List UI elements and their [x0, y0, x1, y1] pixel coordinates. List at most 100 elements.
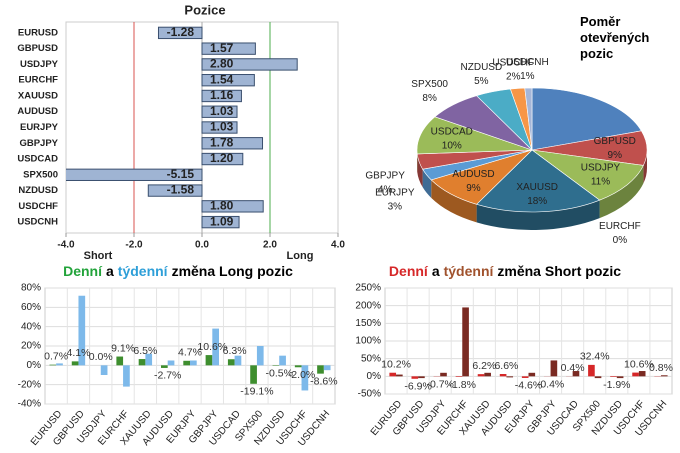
bar [157, 26, 203, 40]
x-tick-label: 2.0 [263, 240, 277, 251]
value-label: -2.7% [154, 370, 181, 382]
chart-title: Pozice [184, 2, 225, 17]
bar [201, 58, 298, 71]
y-tick-label: USDCAD [17, 154, 58, 165]
pie-value-label: 10% [442, 141, 462, 152]
bar [550, 360, 558, 377]
value-label: 10.6% [624, 358, 654, 370]
value-label: 0.7% [44, 350, 68, 362]
y-tick-label: GBPJPY [19, 138, 58, 149]
y-tick-label: 0% [367, 371, 382, 382]
pie-label: USDCNH [506, 57, 549, 68]
pie-label: EURCHF [599, 221, 641, 232]
bar [323, 365, 331, 371]
pie-value-label: 4% [378, 185, 393, 196]
title-part: týdenní [118, 263, 169, 279]
x-tick-label: 0.0 [195, 240, 209, 251]
value-label: 1.16 [210, 88, 234, 102]
bar [201, 121, 238, 134]
bar [138, 359, 146, 366]
value-label: -1.8% [449, 379, 476, 391]
bar [201, 215, 240, 229]
bar [190, 360, 197, 366]
y-tick-label: XAUUSD [18, 90, 58, 101]
y-tick-label: AUDUSD [17, 106, 58, 117]
title-part: týdenní [444, 263, 495, 279]
value-label: -1.58 [167, 183, 195, 197]
value-label: -5.15 [167, 167, 195, 181]
bar [147, 184, 203, 197]
value-label: -4.6% [515, 380, 542, 392]
bar [572, 371, 580, 377]
bar [201, 105, 238, 118]
pie-label: NZDUSD [461, 62, 503, 73]
x-tick-label: 4.0 [331, 240, 345, 251]
bar [477, 374, 485, 377]
value-label: 1.03 [210, 120, 234, 134]
y-tick-label: GBPUSD [17, 43, 58, 54]
bar [227, 359, 235, 366]
bar [301, 365, 309, 391]
bar [440, 372, 447, 377]
bar [499, 374, 507, 377]
bar [78, 295, 86, 366]
value-label: 4.1% [66, 347, 90, 359]
value-label: 0.4% [561, 362, 585, 374]
pie-slice [531, 87, 642, 151]
bar [462, 307, 469, 377]
bar [528, 372, 536, 377]
pie-value-label: 5% [474, 76, 489, 87]
value-label: 9.1% [111, 342, 135, 354]
bar [256, 346, 264, 366]
pie-slice [524, 87, 533, 151]
y-tick-label: SPX500 [23, 169, 58, 180]
y-tick-label: EURJPY [20, 122, 59, 133]
pie-label: GBPJPY [365, 171, 405, 182]
bar [66, 168, 203, 181]
value-label: 1.78 [210, 135, 234, 149]
pie-label: USDJPY [581, 163, 621, 174]
value-label: 6.3% [223, 345, 247, 357]
value-label: 1.80 [210, 199, 234, 213]
pie-label: EURJPY [375, 188, 415, 199]
y-tick-label: EURUSD [18, 27, 58, 38]
bar [418, 376, 425, 379]
bar [411, 376, 419, 379]
y-tick-label: 80% [21, 283, 41, 294]
pie-value-label: 9% [608, 150, 623, 161]
bar [201, 74, 255, 87]
bar [632, 372, 639, 377]
value-label: 1.20 [210, 151, 234, 165]
bar [638, 371, 646, 377]
y-tick-label: -20% [18, 379, 41, 390]
bar [616, 376, 624, 379]
bar [183, 360, 190, 366]
bar [201, 200, 264, 213]
y-tick-label: 150% [355, 318, 381, 329]
pie-value-label: 0% [613, 235, 628, 246]
pie-label: AUDUSD [452, 169, 494, 180]
y-tick-label: USDCHF [18, 201, 58, 212]
pie-value-label: 18% [527, 196, 547, 207]
bar [594, 376, 602, 379]
bar [116, 356, 124, 366]
bar [660, 375, 668, 377]
value-label: 1.57 [210, 41, 234, 55]
y-tick-label: -40% [18, 399, 41, 410]
value-label: 10.2% [381, 359, 411, 371]
x-tick-label: -4.0 [57, 240, 75, 251]
pie-value-label: 9% [466, 183, 481, 194]
value-label: 2.80 [210, 57, 234, 71]
value-label: 32.4% [580, 351, 610, 363]
bar [250, 365, 257, 384]
bar [212, 328, 219, 366]
title-part: změna Long pozic [172, 263, 294, 279]
value-label: -2.0% [288, 369, 315, 381]
bar [234, 355, 242, 366]
pie-value-label: 11% [591, 177, 610, 188]
pie-label: SPX500 [411, 79, 448, 90]
bar [521, 376, 529, 378]
bar [71, 361, 79, 366]
y-tick-label: USDJPY [20, 59, 59, 70]
